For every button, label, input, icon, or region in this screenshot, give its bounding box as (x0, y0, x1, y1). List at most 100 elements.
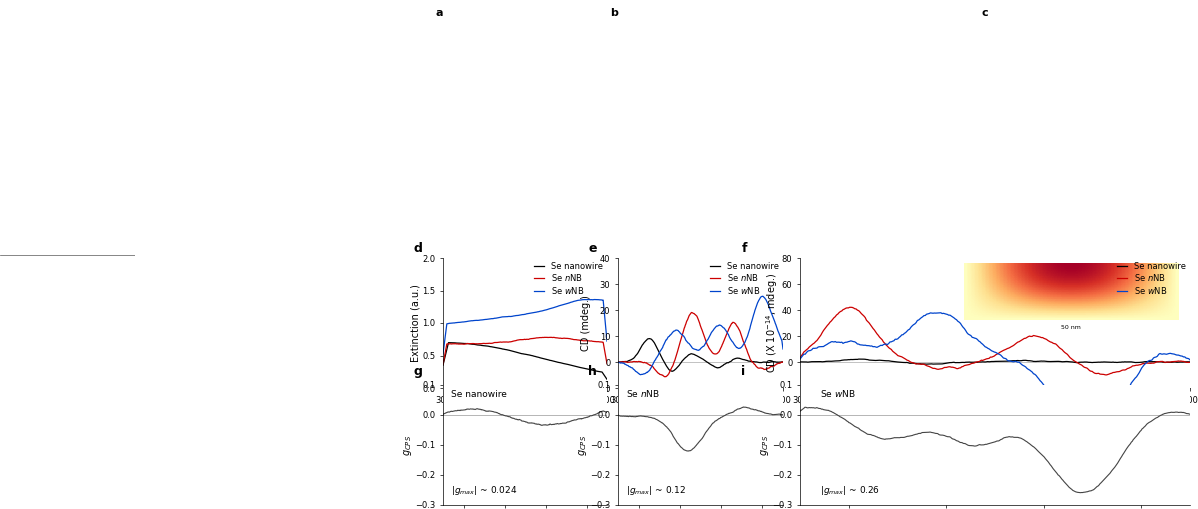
Se nanowire (713, 364, 727, 371)
Se nanowire (751, 359, 766, 365)
Se $n$NB (436, 361, 450, 367)
Line: Se nanowire: Se nanowire (443, 343, 607, 379)
Se $n$NB (1025, 333, 1040, 340)
Se nanowire (537, 356, 551, 362)
Text: h: h (588, 365, 597, 378)
Se $n$NB (684, 309, 698, 316)
Text: $|g_{max}|$ ~ 0.024: $|g_{max}|$ ~ 0.024 (452, 484, 518, 497)
Se nanowire (776, 359, 791, 365)
Se nanowire (585, 367, 599, 373)
Se $n$NB (1182, 359, 1197, 365)
Se $n$NB (1149, 359, 1163, 365)
Se $w$NB (709, 323, 724, 329)
Se $n$NB (709, 351, 724, 357)
Se $n$NB (1033, 334, 1047, 340)
Text: $|g_{max}|$ ~ 0.26: $|g_{max}|$ ~ 0.26 (819, 484, 879, 497)
Se nanowire (455, 407, 470, 413)
Line: Se $w$NB: Se $w$NB (618, 296, 783, 375)
Se nanowire (1124, 359, 1138, 365)
Se nanowire (794, 359, 809, 365)
Line: Se $n$NB: Se $n$NB (618, 313, 783, 377)
Y-axis label: CD (X 10$^{-14}$, mdeg.): CD (X 10$^{-14}$, mdeg.) (764, 273, 780, 373)
Se nanowire (575, 365, 589, 371)
Text: d: d (413, 241, 423, 254)
Se $w$NB (776, 346, 791, 352)
Se $w$NB (762, 303, 776, 309)
Se nanowire (1149, 359, 1163, 365)
X-axis label: Wavelength (nm): Wavelength (nm) (952, 406, 1037, 416)
Se $w$NB (1033, 378, 1047, 384)
Se $n$NB (537, 334, 551, 341)
Line: Se $n$NB: Se $n$NB (443, 337, 607, 364)
Line: Se nanowire: Se nanowire (443, 409, 607, 426)
Text: e: e (588, 241, 597, 254)
Se $n$NB (611, 359, 625, 365)
Se $w$NB (533, 308, 547, 315)
Text: b: b (610, 8, 618, 18)
Se $n$NB (776, 359, 791, 365)
Se nanowire (555, 420, 569, 426)
Se $n$NB (575, 337, 589, 344)
Se nanowire (1028, 358, 1042, 364)
Se $w$NB (588, 296, 603, 302)
Se nanowire (611, 359, 625, 365)
Text: g: g (413, 365, 423, 378)
Se nanowire (919, 361, 933, 367)
Se nanowire (710, 365, 725, 371)
Se nanowire (1027, 358, 1041, 364)
Se nanowire (1034, 358, 1048, 364)
Se nanowire (556, 420, 570, 426)
Text: Se $w$NB: Se $w$NB (819, 388, 855, 399)
Se $w$NB (709, 323, 724, 329)
Text: c: c (981, 8, 988, 18)
Line: Se nanowire: Se nanowire (618, 338, 783, 372)
Se nanowire (470, 406, 484, 412)
Se $w$NB (1025, 369, 1040, 375)
Se nanowire (600, 410, 615, 416)
Se $n$NB (794, 353, 809, 359)
Se $n$NB (436, 358, 450, 364)
Se nanowire (436, 362, 450, 369)
Se $n$NB (1027, 332, 1041, 338)
Se nanowire (534, 355, 549, 361)
Y-axis label: $g_{CPS}$: $g_{CPS}$ (401, 434, 413, 456)
Se nanowire (1182, 359, 1197, 365)
Se nanowire (490, 410, 504, 416)
Se $w$NB (436, 347, 450, 353)
Legend: Se nanowire, Se $n$NB, Se $w$NB: Se nanowire, Se $n$NB, Se $w$NB (1118, 262, 1186, 296)
Text: i: i (742, 365, 745, 378)
Se $n$NB (1100, 372, 1114, 378)
Se $n$NB (710, 350, 725, 356)
Se nanowire (793, 359, 807, 365)
Se $w$NB (933, 309, 948, 316)
Se $n$NB (533, 334, 547, 341)
Legend: Se nanowire, Se $n$NB, Se $w$NB: Se nanowire, Se $n$NB, Se $w$NB (710, 262, 779, 296)
X-axis label: Wavelength (nm): Wavelength (nm) (658, 406, 743, 416)
Se $w$NB (600, 338, 615, 344)
Se $n$NB (713, 346, 727, 352)
Se $w$NB (634, 372, 648, 378)
Se nanowire (501, 413, 515, 419)
Text: 100 nm: 100 nm (474, 234, 504, 243)
Y-axis label: Extinction (a.u.): Extinction (a.u.) (411, 284, 420, 362)
Se $w$NB (793, 356, 807, 362)
Se nanowire (436, 360, 450, 366)
Se $w$NB (1182, 357, 1197, 363)
Se $w$NB (533, 308, 547, 314)
Text: a: a (435, 8, 442, 18)
Se nanowire (852, 356, 866, 362)
Text: Se nanowire: Se nanowire (452, 390, 507, 399)
Se $w$NB (1124, 380, 1138, 386)
Se $w$NB (794, 354, 809, 360)
Y-axis label: CD (mdeg.): CD (mdeg.) (581, 295, 592, 351)
Line: Se $n$NB: Se $n$NB (800, 307, 1190, 375)
Se $w$NB (585, 297, 599, 303)
Se $w$NB (611, 359, 625, 365)
Se $n$NB (585, 338, 599, 344)
Se nanowire (642, 335, 657, 342)
Se $n$NB (843, 304, 858, 310)
Text: Se $n$NB: Se $n$NB (627, 388, 660, 399)
Se $n$NB (611, 359, 625, 365)
Text: 100 nm: 100 nm (648, 234, 677, 243)
Se $n$NB (658, 374, 672, 380)
